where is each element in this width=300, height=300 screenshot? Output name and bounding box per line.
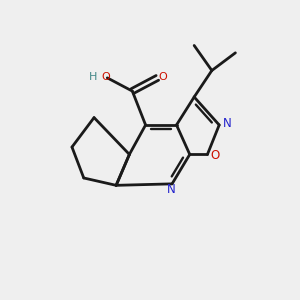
- Text: O: O: [210, 149, 219, 162]
- Text: N: N: [167, 183, 175, 196]
- Text: H: H: [89, 72, 98, 82]
- Text: O: O: [158, 72, 167, 82]
- Text: N: N: [223, 117, 232, 130]
- Text: O: O: [101, 72, 110, 82]
